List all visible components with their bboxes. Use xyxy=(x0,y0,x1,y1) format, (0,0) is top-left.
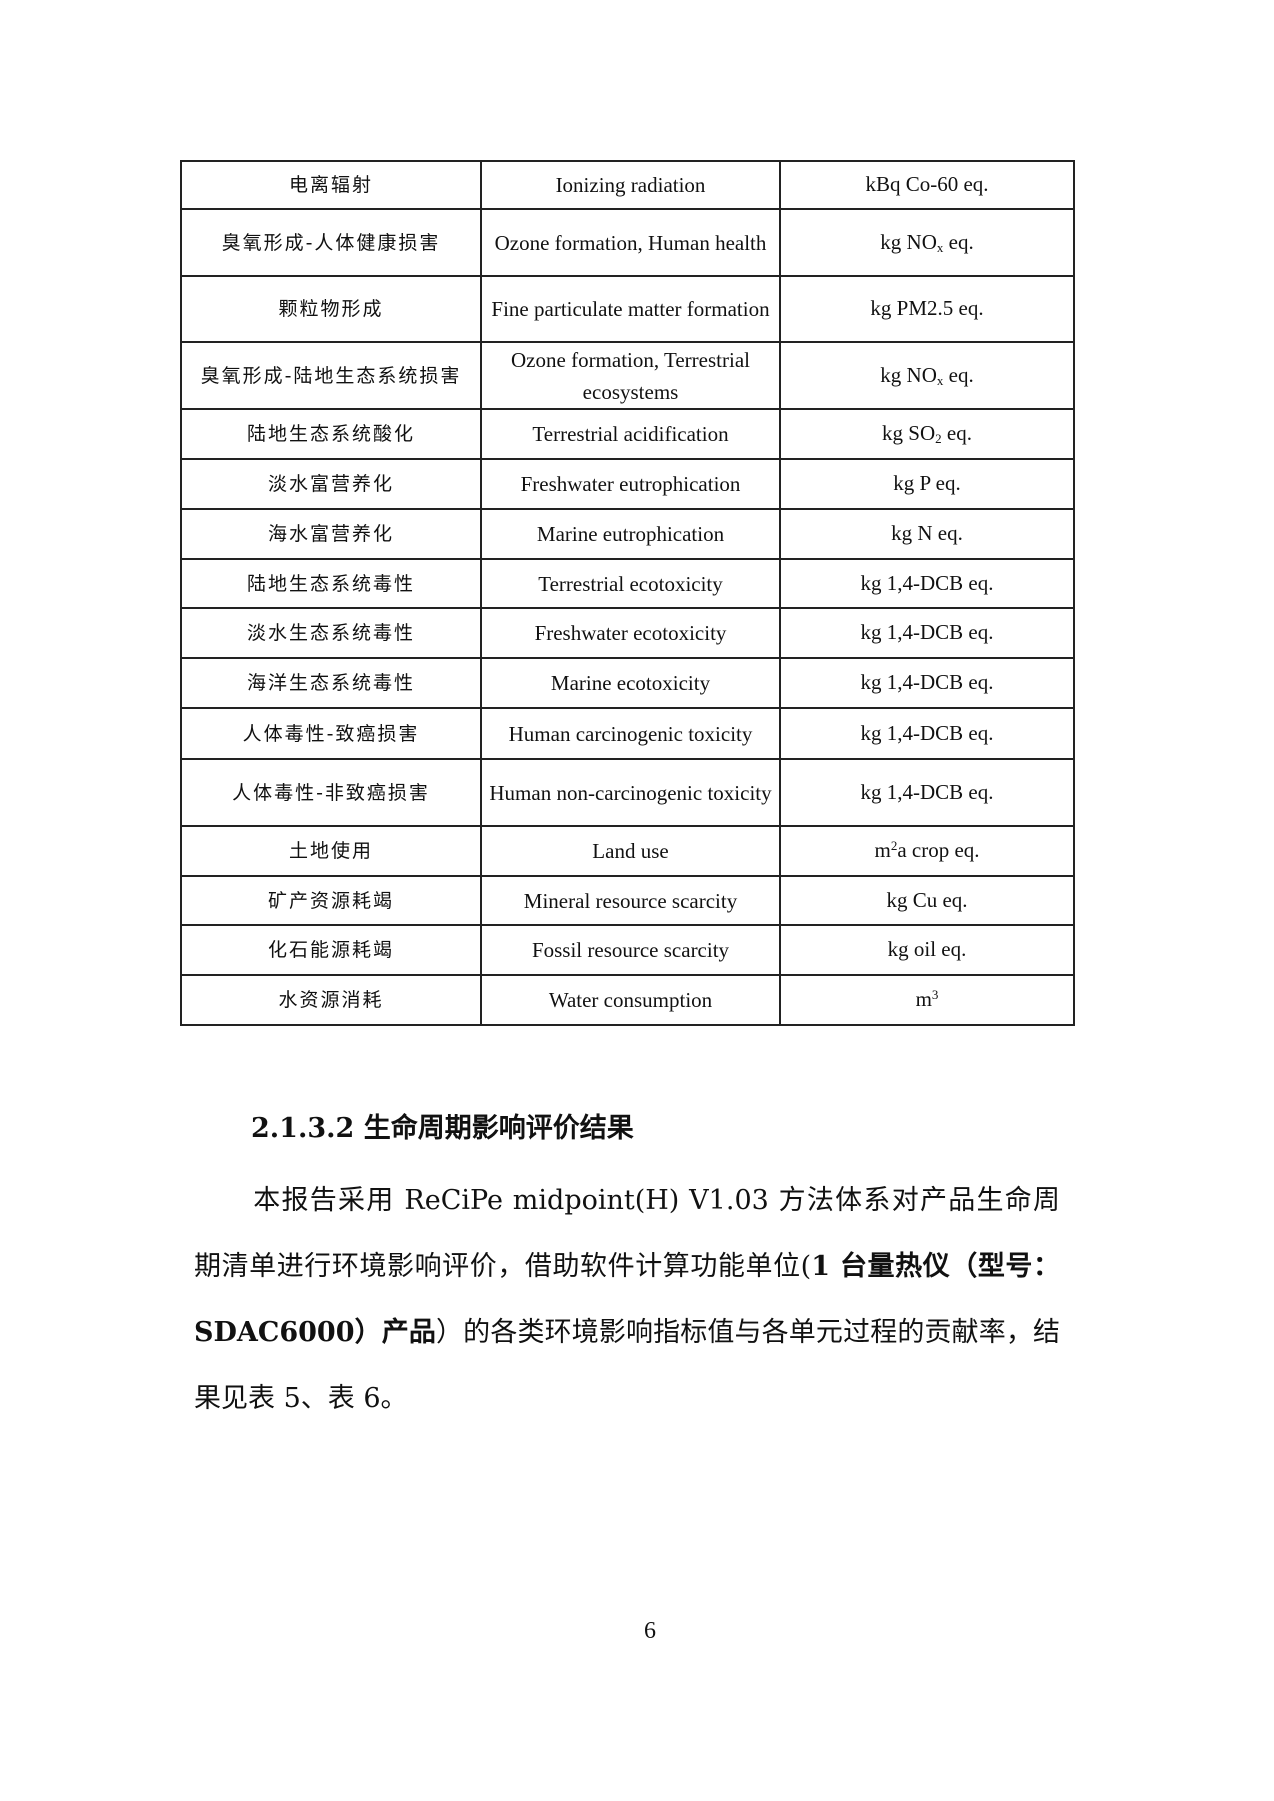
table-row: 海洋生态系统毒性 Marine ecotoxicity kg 1,4-DCB eq. xyxy=(180,657,1075,709)
table-row: 水资源消耗 Water consumption m3 xyxy=(180,974,1075,1026)
category-chinese: 淡水富营养化 xyxy=(180,458,482,510)
category-chinese: 淡水生态系统毒性 xyxy=(180,607,482,659)
unit-pre: kg 1,4-DCB eq. xyxy=(860,720,994,745)
category-unit: kg 1,4-DCB eq. xyxy=(779,558,1075,609)
category-english: Terrestrial acidification xyxy=(480,408,781,460)
paragraph-bold-text: 1 台量热仪（型号：SDAC6000）产品 xyxy=(194,1251,1060,1348)
category-unit: kg Cu eq. xyxy=(779,875,1075,926)
page-number: 6 xyxy=(644,1618,656,1644)
unit-pre: kg NO xyxy=(880,229,937,254)
category-chinese: 人体毒性-非致癌损害 xyxy=(180,758,482,827)
category-chinese: 陆地生态系统酸化 xyxy=(180,408,482,460)
category-unit: kg PM2.5 eq. xyxy=(779,275,1075,343)
unit-sub: x xyxy=(936,239,944,255)
category-chinese: 电离辐射 xyxy=(180,160,482,210)
category-unit: kg 1,4-DCB eq. xyxy=(779,607,1075,659)
unit-post: eq. xyxy=(943,229,974,254)
category-unit: m3 xyxy=(779,974,1075,1026)
section-paragraph: 本报告采用 ReCiPe midpoint(H) V1.03 方法体系对产品生命… xyxy=(194,1168,1060,1432)
unit-pre: kg 1,4-DCB eq. xyxy=(860,779,994,804)
category-unit: kg P eq. xyxy=(779,458,1075,510)
category-english: Human non-carcinogenic toxicity xyxy=(480,758,781,827)
category-english: Freshwater ecotoxicity xyxy=(480,607,781,659)
table-row: 化石能源耗竭 Fossil resource scarcity kg oil eq. xyxy=(180,924,1075,976)
table-row: 人体毒性-非致癌损害 Human non-carcinogenic toxicit… xyxy=(180,758,1075,827)
category-chinese: 海洋生态系统毒性 xyxy=(180,657,482,709)
unit-sub: 2 xyxy=(935,431,942,446)
unit-post: a crop eq. xyxy=(897,838,980,862)
category-english: Water consumption xyxy=(480,974,781,1026)
paragraph-text-1: 本报告采用 ReCiPe midpoint(H) V1.03 方法体系对产品生命… xyxy=(194,1185,1060,1282)
category-english: Fine particulate matter formation xyxy=(480,275,781,343)
category-english: Terrestrial ecotoxicity xyxy=(480,558,781,609)
category-chinese: 化石能源耗竭 xyxy=(180,924,482,976)
unit-sup: 3 xyxy=(931,987,939,1002)
category-unit: kg 1,4-DCB eq. xyxy=(779,657,1075,709)
unit-post: eq. xyxy=(941,421,972,445)
category-unit: kg SO2 eq. xyxy=(779,408,1075,460)
category-chinese: 矿产资源耗竭 xyxy=(180,875,482,926)
table-row: 土地使用 Land use m2a crop eq. xyxy=(180,825,1075,877)
unit-pre: kg PM2.5 eq. xyxy=(870,296,984,320)
section-heading: 2.1.3.2 生命周期影响评价结果 xyxy=(251,1113,634,1144)
category-english: Mineral resource scarcity xyxy=(480,875,781,926)
unit-pre: kg Cu eq. xyxy=(886,887,968,912)
table-row: 电离辐射 Ionizing radiation kBq Co-60 eq. xyxy=(180,160,1075,210)
category-english: Ozone formation, Human health xyxy=(480,208,781,277)
unit-pre: kg P eq. xyxy=(893,471,961,495)
table-row: 臭氧形成-陆地生态系统损害 Ozone formation, Terrestria… xyxy=(180,341,1075,410)
unit-pre: kg 1,4-DCB eq. xyxy=(860,570,994,595)
category-chinese: 人体毒性-致癌损害 xyxy=(180,707,482,760)
unit-pre: kg NO xyxy=(880,362,937,387)
table-row: 海水富营养化 Marine eutrophication kg N eq. xyxy=(180,508,1075,560)
table-row: 陆地生态系统毒性 Terrestrial ecotoxicity kg 1,4-DC… xyxy=(180,558,1075,609)
category-chinese: 臭氧形成-陆地生态系统损害 xyxy=(180,341,482,410)
category-chinese: 土地使用 xyxy=(180,825,482,877)
category-unit: m2a crop eq. xyxy=(779,825,1075,877)
unit-pre: kBq Co-60 eq. xyxy=(865,172,989,196)
category-chinese: 陆地生态系统毒性 xyxy=(180,558,482,609)
unit-sup: 2 xyxy=(890,838,898,853)
impact-category-table: 电离辐射 Ionizing radiation kBq Co-60 eq. 臭氧形成-… xyxy=(180,160,1075,1026)
table-row: 颗粒物形成 Fine particulate matter formation kg… xyxy=(180,275,1075,343)
category-english: Human carcinogenic toxicity xyxy=(480,707,781,760)
category-unit: kg 1,4-DCB eq. xyxy=(779,707,1075,760)
category-unit: kg NOx eq. xyxy=(779,208,1075,277)
unit-pre: m xyxy=(915,987,932,1011)
unit-sub: x xyxy=(936,372,944,388)
category-english: Freshwater eutrophication xyxy=(480,458,781,510)
table-row: 淡水富营养化 Freshwater eutrophication kg P eq. xyxy=(180,458,1075,510)
unit-pre: kg N eq. xyxy=(891,521,963,545)
category-english: Fossil resource scarcity xyxy=(480,924,781,976)
unit-pre: m xyxy=(874,838,891,862)
category-unit: kg 1,4-DCB eq. xyxy=(779,758,1075,827)
category-chinese: 海水富营养化 xyxy=(180,508,482,560)
table-row: 臭氧形成-人体健康损害 Ozone formation, Human health… xyxy=(180,208,1075,277)
category-english: Ozone formation, Terrestrial ecosystems xyxy=(480,341,781,410)
category-chinese: 颗粒物形成 xyxy=(180,275,482,343)
category-chinese: 臭氧形成-人体健康损害 xyxy=(180,208,482,277)
category-english: Marine ecotoxicity xyxy=(480,657,781,709)
table-row: 陆地生态系统酸化 Terrestrial acidification kg SO2 … xyxy=(180,408,1075,460)
category-unit: kg NOx eq. xyxy=(779,341,1075,410)
category-english: Ionizing radiation xyxy=(480,160,781,210)
table-row: 矿产资源耗竭 Mineral resource scarcity kg Cu eq. xyxy=(180,875,1075,926)
category-unit: kBq Co-60 eq. xyxy=(779,160,1075,210)
unit-pre: kg 1,4-DCB eq. xyxy=(860,670,994,694)
category-english: Land use xyxy=(480,825,781,877)
category-unit: kg N eq. xyxy=(779,508,1075,560)
table-row: 淡水生态系统毒性 Freshwater ecotoxicity kg 1,4-DCB… xyxy=(180,607,1075,659)
category-chinese: 水资源消耗 xyxy=(180,974,482,1026)
unit-pre: kg 1,4-DCB eq. xyxy=(860,620,994,644)
paragraph-text-2: ）的各类环境影响指标值与各单元过程的贡献率，结果见表 5、表 6。 xyxy=(194,1317,1061,1414)
category-english: Marine eutrophication xyxy=(480,508,781,560)
category-unit: kg oil eq. xyxy=(779,924,1075,976)
table-row: 人体毒性-致癌损害 Human carcinogenic toxicity kg 1… xyxy=(180,707,1075,760)
unit-pre: kg oil eq. xyxy=(887,937,967,961)
unit-pre: kg SO xyxy=(882,421,936,445)
unit-post: eq. xyxy=(943,362,974,387)
